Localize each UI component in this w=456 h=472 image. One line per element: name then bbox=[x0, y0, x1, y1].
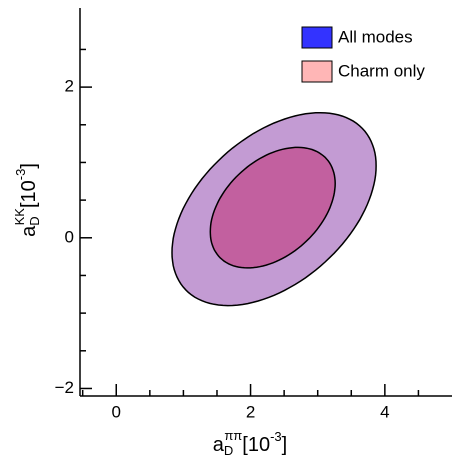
label-part: -3 bbox=[13, 169, 28, 181]
y-tick-label: 2 bbox=[65, 77, 74, 96]
x-label: aDππ[10-3] bbox=[213, 428, 287, 458]
contour bbox=[209, 146, 336, 269]
legend-label: All modes bbox=[338, 27, 413, 46]
label-part: D bbox=[27, 216, 42, 225]
label-part: KK bbox=[12, 208, 27, 226]
legend-swatch bbox=[301, 60, 333, 83]
label-part: ] bbox=[18, 163, 40, 169]
legend-swatch bbox=[301, 26, 333, 49]
label-part: [10 bbox=[18, 180, 40, 208]
label-part: ] bbox=[282, 434, 288, 456]
x-tick-label: 0 bbox=[112, 402, 121, 421]
label-part: D bbox=[224, 443, 233, 458]
y-label: aDKK[10-3] bbox=[12, 163, 42, 237]
label-part: ππ bbox=[224, 428, 242, 443]
y-tick-label: −2 bbox=[55, 378, 74, 397]
label-part: [10 bbox=[242, 434, 270, 456]
x-tick-label: 2 bbox=[246, 402, 255, 421]
x-tick-label: 4 bbox=[380, 402, 389, 421]
legend-label: Charm only bbox=[338, 61, 425, 80]
y-tick-label: 0 bbox=[65, 227, 74, 246]
label-part: a bbox=[18, 225, 40, 237]
label-part: a bbox=[213, 434, 225, 456]
label-part: -3 bbox=[270, 429, 282, 444]
